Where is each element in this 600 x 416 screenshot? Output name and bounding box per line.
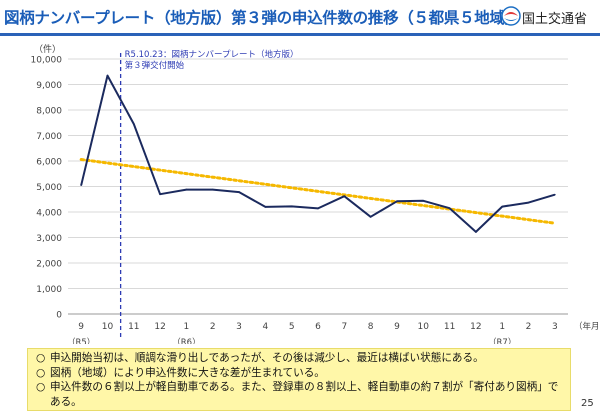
era-label: （R6） <box>172 337 200 344</box>
line-chart: 0 1,000 2,000 3,000 4,000 5,000 6,000 7,000 8,00… <box>31 43 600 344</box>
notes-box: ○ 申込開始当初は、順調な滑り出しであったが、その後は減少し、最近は横ばい状態に… <box>27 348 571 411</box>
data-point <box>343 195 346 197</box>
annotation-text: 第３弾交付開始 <box>125 60 185 71</box>
mlit-logo-icon <box>501 6 521 26</box>
page-title: 図柄ナンバープレート（地方版）第３弾の申込件数の推移（５都県５地域） <box>4 9 520 27</box>
data-point <box>264 206 267 208</box>
logo-text: 国土交通省 <box>522 12 588 27</box>
note-item: ○ 図柄（地域）により申込件数に大きな差が生まれている。 <box>36 366 562 381</box>
y-tick-label: 0 <box>56 311 62 321</box>
data-point <box>422 199 425 202</box>
x-tick-label: 3 <box>236 322 242 332</box>
x-tick-label: 11 <box>444 322 455 332</box>
x-tick-label: 8 <box>368 322 374 332</box>
y-tick-label: 3,000 <box>36 234 62 244</box>
trendline <box>79 157 557 225</box>
data-point <box>106 74 109 77</box>
x-tick-label: 9 <box>78 322 84 332</box>
page-number: 25 <box>581 398 594 409</box>
y-tick-label: 7,000 <box>36 132 62 142</box>
x-tick-label: 7 <box>341 322 347 332</box>
annotation-text: R5.10.23：図柄ナンバープレート（地方版） <box>125 49 299 60</box>
y-tick-label: 2,000 <box>36 260 62 270</box>
note-text: 申込開始当初は、順調な滑り出しであったが、その後は減少し、最近は横ばい状態にある… <box>50 352 484 364</box>
data-point <box>132 123 135 125</box>
header-rule <box>0 33 600 36</box>
y-tick-label: 6,000 <box>36 158 62 168</box>
x-tick-label: 9 <box>394 322 400 332</box>
data-point <box>527 201 530 204</box>
x-tick-label: 10 <box>102 322 114 332</box>
data-point <box>185 188 188 191</box>
y-tick-label: 8,000 <box>36 107 62 117</box>
y-tick-label: 1,000 <box>36 285 62 295</box>
data-point <box>80 184 82 187</box>
x-tick-label: 5 <box>289 322 295 332</box>
note-text: 図柄（地域）により申込件数に大きな差が生まれている。 <box>50 366 325 379</box>
y-tick-label: 10,000 <box>31 56 63 66</box>
note-item: ○ 申込件数の６割以上が軽自動車である。また、登録車の８割以上、軽自動車の約７割… <box>36 380 562 409</box>
y-tick-label: 9,000 <box>36 81 62 91</box>
data-point <box>448 207 451 209</box>
data-point <box>159 193 161 195</box>
x-tick-label: 4 <box>263 322 269 332</box>
data-point <box>211 188 214 191</box>
x-tick-label: 11 <box>128 322 139 332</box>
note-bullet: ○ <box>36 381 46 394</box>
x-tick-label: 6 <box>315 322 321 332</box>
x-axis: 9 10 11 12 1 2 3 4 5 6 7 8 9 10 11 12 1 2 3（R5） （R6） （R7）（年月… <box>67 321 600 344</box>
x-tick-label: 2 <box>210 322 216 332</box>
data-point <box>238 191 240 193</box>
note-bullet: ○ <box>36 366 46 379</box>
y-axis: 0 1,000 2,000 3,000 4,000 5,000 6,000 7,000 8,00… <box>31 43 63 321</box>
data-point <box>501 205 504 208</box>
data-point <box>369 216 372 218</box>
y-tick-label: 5,000 <box>36 183 62 193</box>
x-axis-title: （年月） <box>574 321 600 332</box>
era-label: （R5） <box>67 337 95 344</box>
y-tick-label: 4,000 <box>36 209 62 219</box>
x-tick-label: 2 <box>526 322 532 332</box>
x-tick-label: 12 <box>154 322 165 332</box>
x-tick-label: 1 <box>184 322 190 332</box>
note-text: 申込件数の６割以上が軽自動車である。また、登録車の８割以上、軽自動車の約７割が「… <box>50 381 559 408</box>
data-point <box>554 193 556 196</box>
x-tick-label: 12 <box>470 322 481 332</box>
annotation: R5.10.23：図柄ナンバープレート（地方版）第３弾交付開始 <box>119 49 299 338</box>
x-tick-label: 3 <box>552 322 558 332</box>
x-tick-label: 10 <box>418 322 430 332</box>
note-bullet: ○ <box>36 352 46 364</box>
data-point <box>290 205 293 208</box>
era-label: （R7） <box>488 337 516 344</box>
series-layer <box>79 74 557 233</box>
data-point <box>396 200 398 203</box>
data-point <box>317 207 319 210</box>
x-tick-label: 1 <box>499 322 505 332</box>
grid-layer <box>68 58 568 315</box>
note-item: ○ 申込開始当初は、順調な滑り出しであったが、その後は減少し、最近は横ばい状態に… <box>36 351 562 366</box>
data-point <box>475 231 477 233</box>
y-axis-title: （件） <box>34 43 61 55</box>
